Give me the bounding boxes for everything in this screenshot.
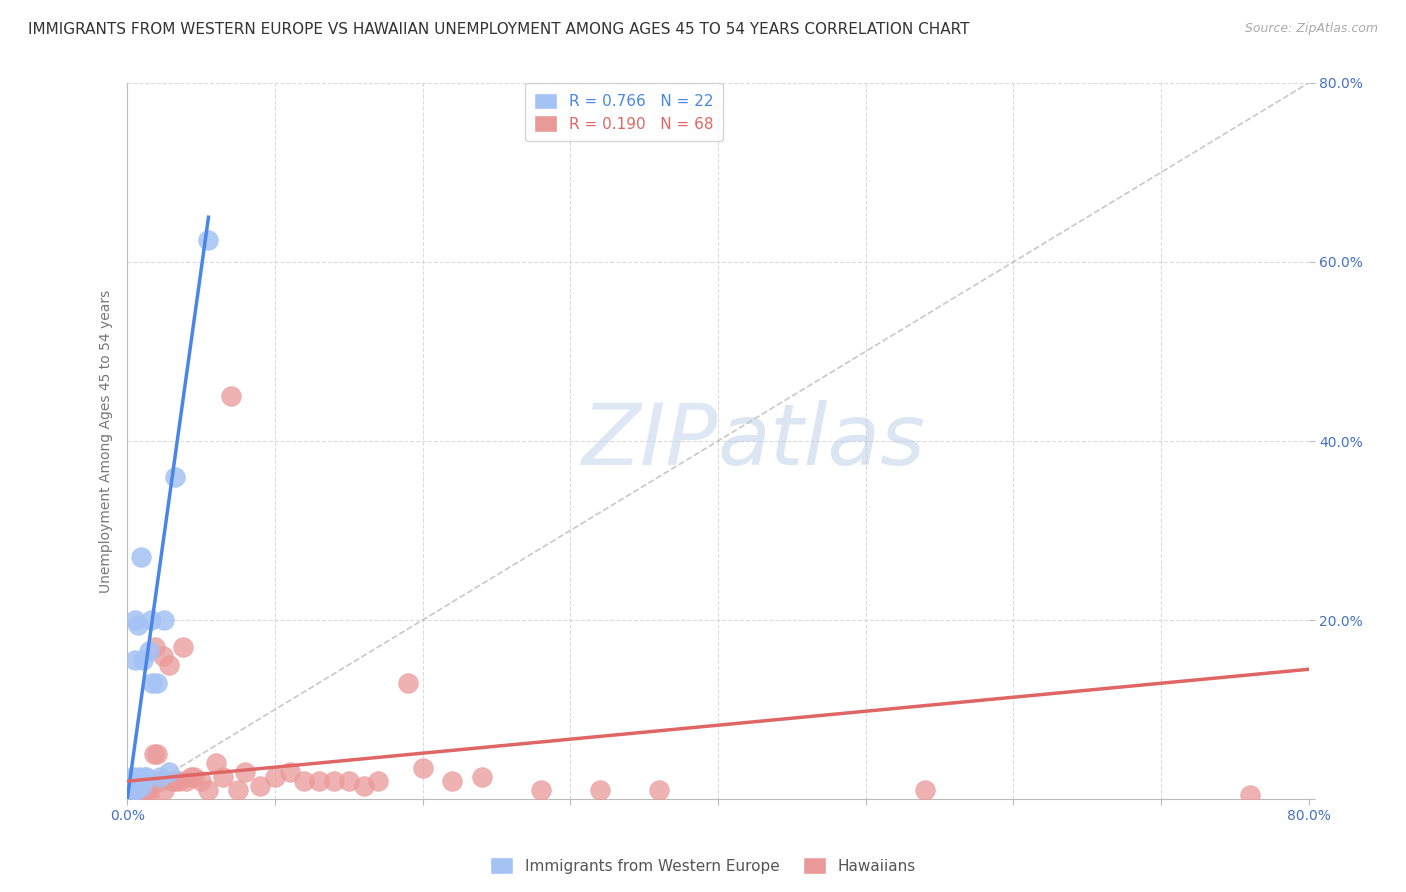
Point: [163, 774, 186, 789]
Text: Source: ZipAtlas.com: Source: ZipAtlas.com: [1244, 22, 1378, 36]
Point: [128, 770, 150, 784]
Point: [124, 613, 146, 627]
Point: [131, 779, 153, 793]
Point: [120, 783, 142, 797]
Point: [152, 648, 174, 663]
Point: [120, 792, 142, 806]
Point: [143, 640, 166, 654]
Point: [337, 774, 360, 789]
Point: [142, 747, 165, 762]
Text: atlas: atlas: [718, 400, 927, 483]
Point: [146, 747, 169, 762]
Point: [190, 774, 212, 789]
Point: [127, 788, 149, 802]
Point: [134, 779, 156, 793]
Text: ZIP: ZIP: [582, 400, 718, 483]
Point: [125, 783, 148, 797]
Point: [139, 613, 162, 627]
Point: [212, 770, 235, 784]
Point: [124, 788, 146, 802]
Point: [648, 783, 671, 797]
Point: [197, 233, 219, 247]
Point: [125, 783, 148, 797]
Legend: R = 0.766   N = 22, R = 0.190   N = 68: R = 0.766 N = 22, R = 0.190 N = 68: [524, 84, 723, 141]
Point: [197, 783, 219, 797]
Point: [176, 774, 198, 789]
Point: [163, 470, 186, 484]
Text: IMMIGRANTS FROM WESTERN EUROPE VS HAWAIIAN UNEMPLOYMENT AMONG AGES 45 TO 54 YEAR: IMMIGRANTS FROM WESTERN EUROPE VS HAWAII…: [28, 22, 970, 37]
Point: [1239, 788, 1261, 802]
Point: [120, 788, 142, 802]
Point: [167, 774, 190, 789]
Point: [122, 792, 145, 806]
Point: [139, 779, 162, 793]
Point: [121, 788, 143, 802]
Point: [226, 783, 249, 797]
Point: [127, 617, 149, 632]
Point: [396, 675, 419, 690]
Point: [129, 783, 152, 797]
Point: [412, 761, 434, 775]
Point: [157, 657, 180, 672]
Point: [132, 788, 155, 802]
Point: [160, 774, 183, 789]
Point: [124, 783, 146, 797]
Point: [441, 774, 464, 789]
Y-axis label: Unemployment Among Ages 45 to 54 years: Unemployment Among Ages 45 to 54 years: [100, 289, 114, 592]
Point: [205, 756, 228, 771]
Point: [308, 774, 330, 789]
Point: [153, 783, 176, 797]
Point: [149, 774, 172, 789]
Point: [125, 792, 148, 806]
Point: [138, 788, 160, 802]
Point: [124, 653, 146, 667]
Point: [172, 640, 194, 654]
Point: [129, 550, 152, 565]
Point: [134, 770, 156, 784]
Point: [367, 774, 389, 789]
Legend: Immigrants from Western Europe, Hawaiians: Immigrants from Western Europe, Hawaiian…: [484, 851, 922, 880]
Point: [264, 770, 287, 784]
Point: [117, 788, 139, 802]
Point: [157, 765, 180, 780]
Point: [135, 770, 157, 784]
Point: [128, 788, 150, 802]
Point: [278, 765, 301, 780]
Point: [135, 788, 157, 802]
Point: [141, 675, 163, 690]
Point: [146, 675, 169, 690]
Point: [121, 783, 143, 797]
Point: [249, 779, 271, 793]
Point: [118, 788, 141, 802]
Point: [122, 788, 145, 802]
Point: [323, 774, 346, 789]
Point: [136, 783, 159, 797]
Point: [122, 770, 145, 784]
Point: [132, 653, 155, 667]
Point: [471, 770, 494, 784]
Point: [127, 783, 149, 797]
Point: [121, 774, 143, 789]
Point: [131, 792, 153, 806]
Point: [153, 613, 176, 627]
Point: [120, 788, 142, 802]
Point: [183, 770, 205, 784]
Point: [914, 783, 936, 797]
Point: [353, 779, 375, 793]
Point: [138, 644, 160, 658]
Point: [219, 389, 242, 403]
Point: [128, 783, 150, 797]
Point: [180, 770, 202, 784]
Point: [122, 783, 145, 797]
Point: [589, 783, 612, 797]
Point: [149, 770, 172, 784]
Point: [121, 792, 143, 806]
Point: [118, 783, 141, 797]
Point: [235, 765, 257, 780]
Point: [294, 774, 316, 789]
Point: [530, 783, 553, 797]
Point: [124, 792, 146, 806]
